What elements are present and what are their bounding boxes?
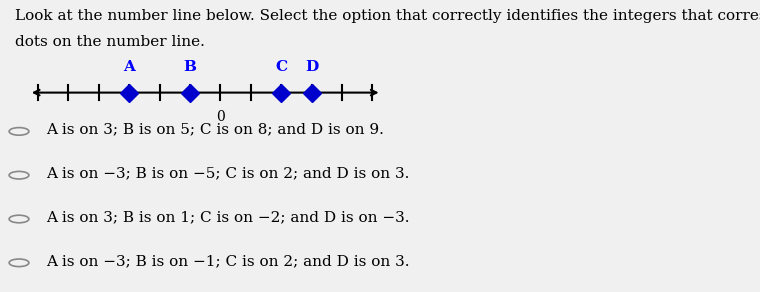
Text: 0: 0 <box>216 110 225 124</box>
Text: A is on 3; B is on 5; C is on 8; and D is on 9.: A is on 3; B is on 5; C is on 8; and D i… <box>46 123 384 137</box>
Text: D: D <box>305 60 318 74</box>
Text: A: A <box>123 60 135 74</box>
Text: A is on −3; B is on −1; C is on 2; and D is on 3.: A is on −3; B is on −1; C is on 2; and D… <box>46 254 409 268</box>
Text: Look at the number line below. Select the option that correctly identifies the i: Look at the number line below. Select th… <box>15 9 760 23</box>
Text: A is on 3; B is on 1; C is on −2; and D is on −3.: A is on 3; B is on 1; C is on −2; and D … <box>46 210 409 224</box>
Text: dots on the number line.: dots on the number line. <box>15 35 205 49</box>
Text: A is on −3; B is on −5; C is on 2; and D is on 3.: A is on −3; B is on −5; C is on 2; and D… <box>46 166 409 180</box>
Text: C: C <box>275 60 287 74</box>
Text: B: B <box>183 60 197 74</box>
